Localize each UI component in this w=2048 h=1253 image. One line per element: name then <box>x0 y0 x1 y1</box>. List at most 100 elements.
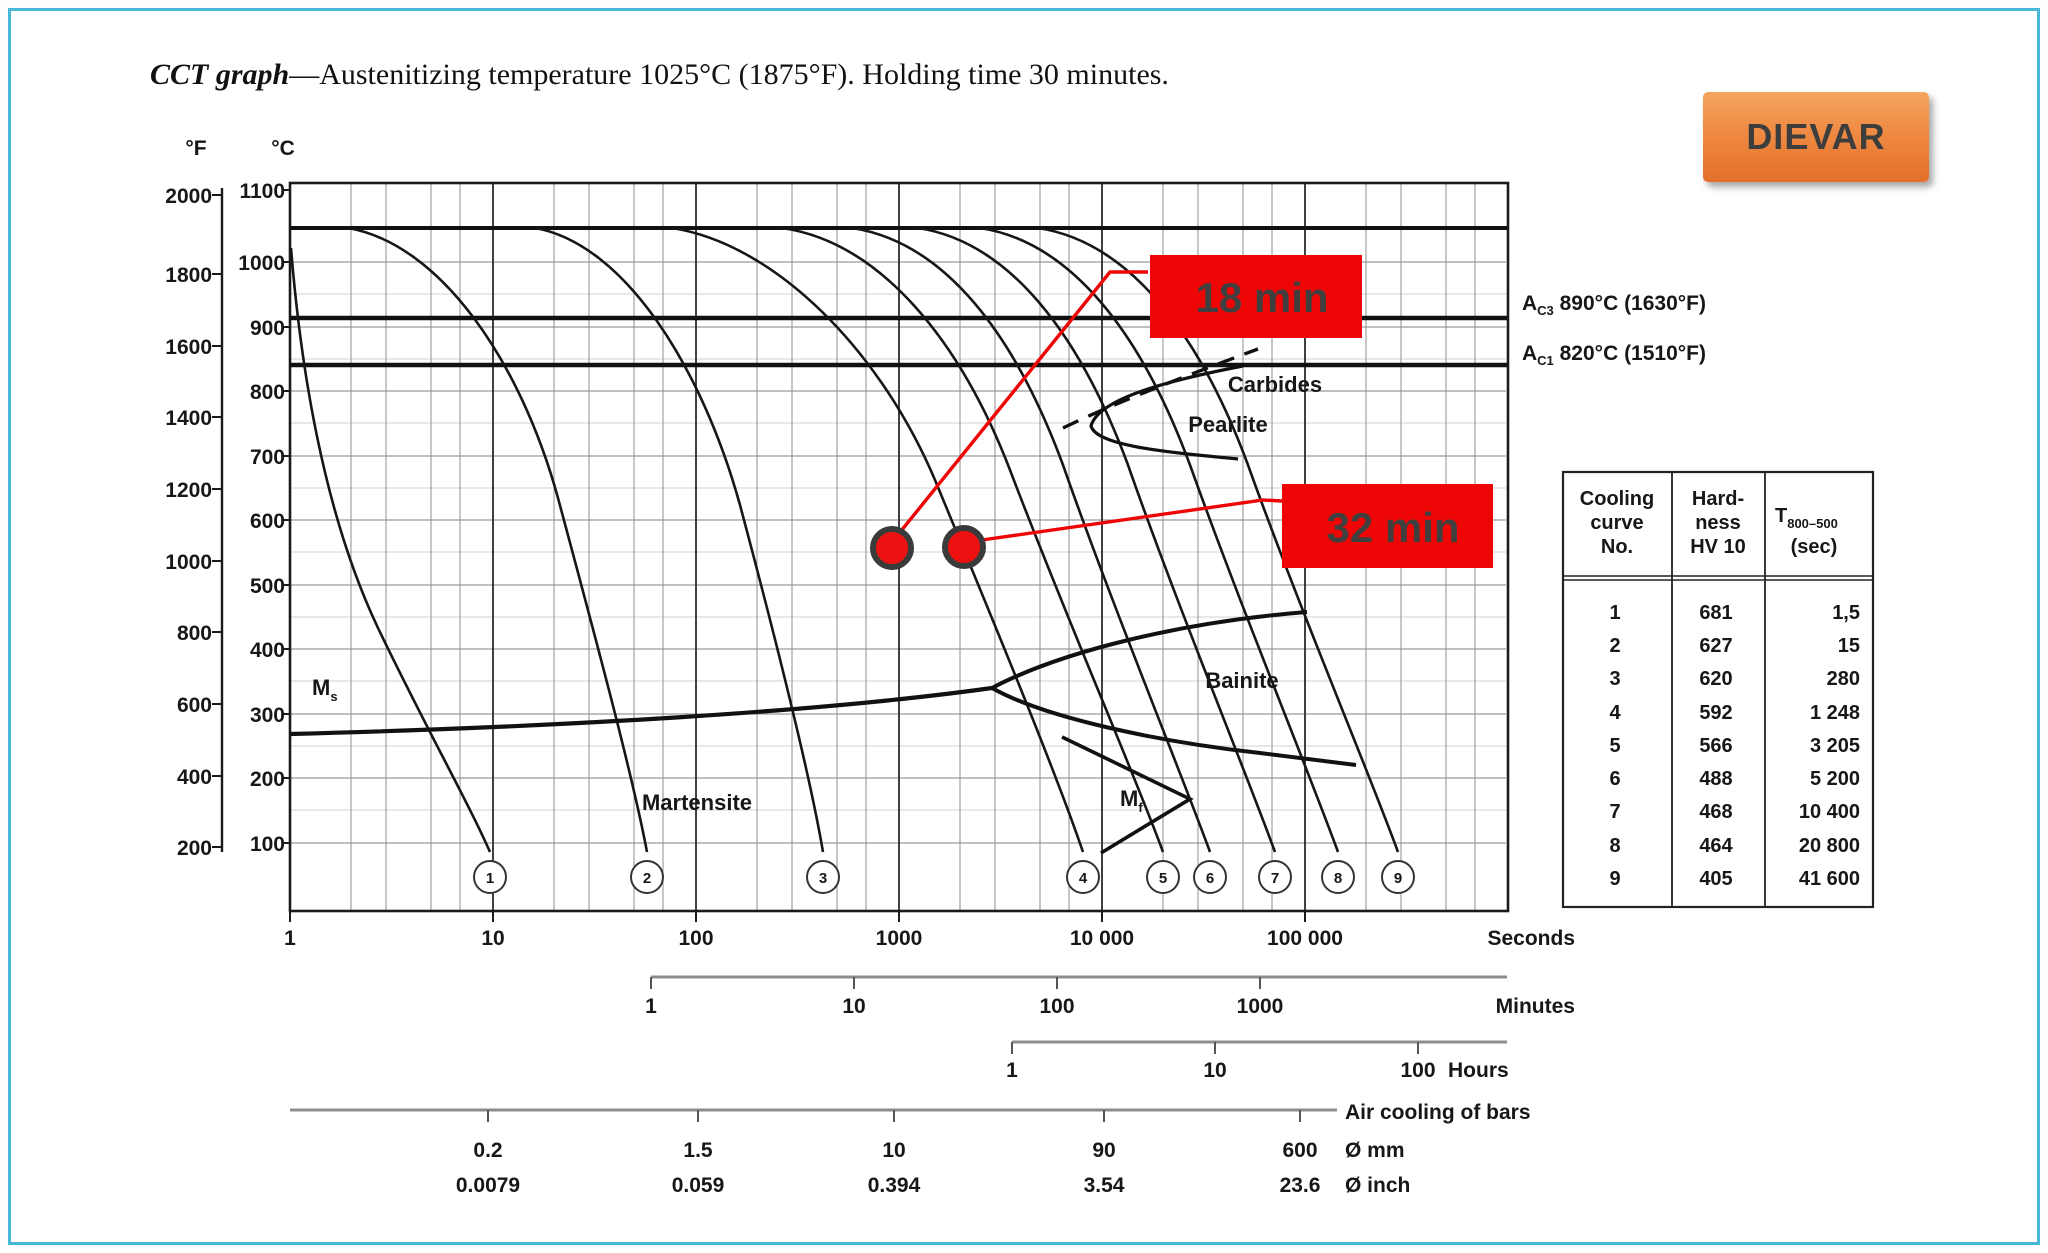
seconds-axis-label: Seconds <box>1487 927 1575 950</box>
carbides-dashed-curve <box>1062 347 1259 430</box>
table-header-col3-unit: (sec) <box>1791 536 1838 558</box>
carbides-label: Carbides <box>1228 372 1322 397</box>
pearlite-label: Pearlite <box>1188 412 1268 437</box>
cooling-curve-5 <box>781 226 1165 853</box>
bar-diameter-mm-value: 1.5 <box>683 1139 713 1162</box>
curve-number-circle <box>806 860 840 894</box>
curve-number-label: 2 <box>643 870 651 887</box>
minutes-axis: 1 10 100 1000 <box>645 975 1507 1018</box>
fahrenheit-tick-label: 1600 <box>165 336 212 359</box>
hours-tick-label: 1 <box>1006 1059 1018 1082</box>
table-row-t800-500: 3 205 <box>1810 735 1860 757</box>
annotation-box-18min <box>1150 255 1362 338</box>
grid-lines <box>289 184 1506 910</box>
dievar-badge-label: DIEVAR <box>1746 116 1886 157</box>
table-row-hardness: 488 <box>1699 768 1732 790</box>
cooling-curves <box>289 226 1400 853</box>
hardness-table-border <box>1561 470 1875 909</box>
hardness-table: Cooling curve No. Hard- ness HV 10 T800–… <box>1561 470 1875 909</box>
table-header-col2-l3: HV 10 <box>1690 536 1746 558</box>
table-row-t800-500: 280 <box>1827 668 1860 690</box>
fahrenheit-tick-label: 600 <box>177 694 212 717</box>
cooling-curve-1 <box>289 247 492 853</box>
table-header-col1-l3: No. <box>1601 536 1633 558</box>
minutes-axis-label: Minutes <box>1496 995 1575 1018</box>
martensite-label: Martensite <box>642 790 752 815</box>
celsius-tick-label: 1000 <box>238 252 285 275</box>
fahrenheit-tick-label: 400 <box>177 766 212 789</box>
table-row-hardness: 627 <box>1699 635 1732 657</box>
bar-diameter-mm-value: 10 <box>882 1139 905 1162</box>
curve-number-label: 8 <box>1334 870 1342 887</box>
table-row-curve-no: 1 <box>1609 602 1620 624</box>
celsius-tick-label: 700 <box>250 446 285 469</box>
table-header-col1-l1: Cooling <box>1580 488 1654 510</box>
table-header-col3: T800–500 <box>1775 505 1838 531</box>
table-header-col1-l2: curve <box>1590 512 1643 534</box>
table-row-t800-500: 5 200 <box>1810 768 1860 790</box>
cooling-curve-3 <box>534 226 825 853</box>
minutes-tick-label: 1000 <box>1237 995 1284 1018</box>
celsius-tick-label: 200 <box>250 768 285 791</box>
ms-label: Ms <box>312 675 338 704</box>
air-cooling-axis: 0.2 1.5 10 90 600 0.0079 0.059 0.394 3.54 23.6 <box>290 1108 1337 1197</box>
hardness-table-rows: 1 681 1,5 2 627 15 3 620 280 4 592 1 248 5 566 3 205 6 4… <box>1609 602 1860 890</box>
ac1-label: AC1 820°C (1510°F) <box>1522 342 1706 368</box>
mf-label: Mf <box>1120 786 1143 815</box>
bar-diameter-mm-value: 600 <box>1282 1139 1317 1162</box>
seconds-tick-label: 100 <box>678 927 713 950</box>
table-row-hardness: 681 <box>1699 602 1732 624</box>
fahrenheit-tick-label: 2000 <box>165 185 212 208</box>
bar-diameter-inch-value: 0.394 <box>868 1174 921 1197</box>
seconds-tick-label: 100 000 <box>1267 927 1343 950</box>
chart-title-rest: —Austenitizing temperature 1025°C (1875°… <box>289 58 1169 91</box>
table-row-curve-no: 4 <box>1609 702 1621 724</box>
axis-ticks <box>212 189 290 848</box>
fahrenheit-tick-label: 200 <box>177 837 212 860</box>
minutes-tick-label: 100 <box>1039 995 1074 1018</box>
curve-number-circle <box>630 860 664 894</box>
curve-number-circle <box>1193 860 1227 894</box>
celsius-tick-label: 100 <box>250 833 285 856</box>
seconds-axis: 1 10 100 1000 10 000 100 000 <box>284 911 1343 950</box>
curve-number-label: 6 <box>1206 870 1214 887</box>
cooling-curve-6 <box>851 226 1212 853</box>
dievar-badge: DIEVAR <box>1703 92 1929 182</box>
curve-number-circles: 1 2 3 4 5 6 7 8 9 <box>473 860 1415 894</box>
air-cooling-label: Air cooling of bars <box>1345 1101 1531 1124</box>
table-row-curve-no: 9 <box>1609 868 1620 890</box>
point-dot-32min <box>942 525 986 569</box>
celsius-tick-labels: 1100 1000 900 800 700 600 500 400 300 200 100 <box>238 180 285 856</box>
table-row-t800-500: 20 800 <box>1799 835 1860 857</box>
bar-diameter-inch-value: 3.54 <box>1084 1174 1125 1197</box>
fahrenheit-tick-label: 1000 <box>165 551 212 574</box>
fahrenheit-tick-labels: 2000 1800 1600 1400 1200 1000 800 600 400 200 <box>165 185 212 860</box>
diameter-mm-label: Ø mm <box>1345 1139 1405 1162</box>
table-row-curve-no: 8 <box>1609 835 1620 857</box>
curve-number-circle <box>1381 860 1415 894</box>
table-row-t800-500: 1,5 <box>1832 602 1860 624</box>
pearlite-nose-curve <box>1089 364 1244 461</box>
bainite-label: Bainite <box>1205 668 1278 693</box>
curve-number-label: 9 <box>1394 870 1402 887</box>
bar-diameter-mm-value: 0.2 <box>473 1139 502 1162</box>
celsius-tick-label: 500 <box>250 575 285 598</box>
seconds-tick-label: 10 <box>481 927 504 950</box>
bainite-upper-boundary <box>991 610 1308 690</box>
table-row-curve-no: 6 <box>1609 768 1620 790</box>
cooling-curve-2 <box>347 226 649 853</box>
celsius-tick-label: 1100 <box>239 180 285 203</box>
hours-tick-label: 100 <box>1400 1059 1435 1082</box>
fahrenheit-tick-label: 1800 <box>165 264 212 287</box>
bar-diameter-mm-value: 90 <box>1092 1139 1115 1162</box>
mf-mark <box>1061 735 1194 855</box>
curve-number-circle <box>1321 860 1355 894</box>
fahrenheit-tick-label: 800 <box>177 622 212 645</box>
table-row-hardness: 464 <box>1699 835 1733 857</box>
minutes-tick-label: 10 <box>842 995 865 1018</box>
celsius-tick-label: 900 <box>250 317 285 340</box>
table-row-curve-no: 7 <box>1609 801 1620 823</box>
table-row-t800-500: 1 248 <box>1810 702 1860 724</box>
ac3-label: AC3 890°C (1630°F) <box>1522 292 1706 318</box>
